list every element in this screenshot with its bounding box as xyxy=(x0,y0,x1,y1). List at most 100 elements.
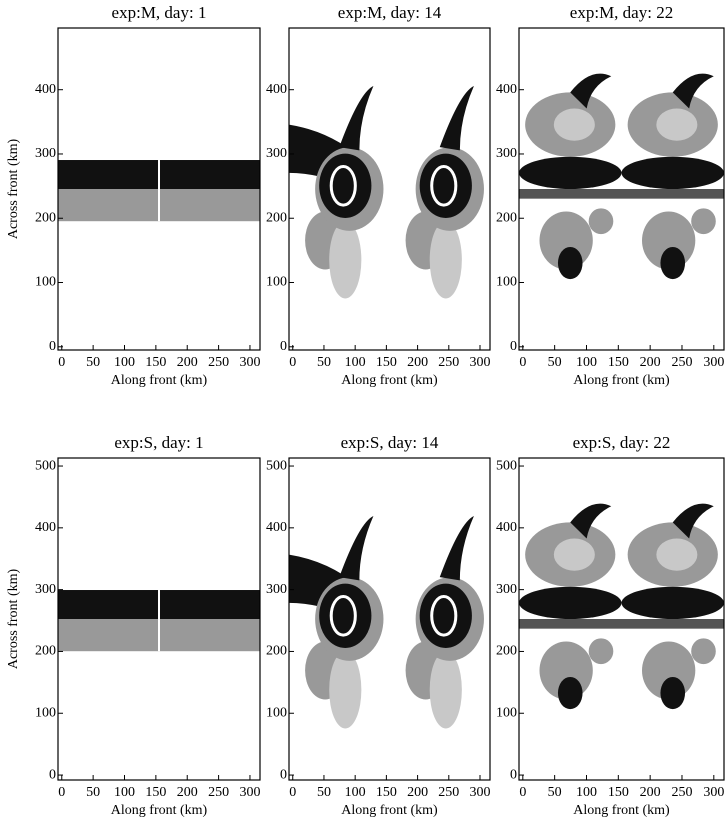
y-tick-label: 300 xyxy=(496,582,517,597)
y-tick-label: 500 xyxy=(266,458,287,473)
y-tick-label: 200 xyxy=(35,644,56,659)
tracer-hook xyxy=(570,503,612,539)
frame xyxy=(288,457,491,781)
x-tick-label: 250 xyxy=(671,785,692,800)
x-axis-label: Along front (km) xyxy=(111,373,208,388)
x-axis-label: Along front (km) xyxy=(341,803,438,818)
x-tick-label: 200 xyxy=(407,355,428,370)
y-tick-label: 0 xyxy=(510,339,517,354)
y-tick-label: 300 xyxy=(266,582,287,597)
x-axis-label: Along front (km) xyxy=(341,373,438,388)
x-tick-label: 0 xyxy=(519,355,526,370)
x-tick-label: 50 xyxy=(86,785,100,800)
x-tick-label: 150 xyxy=(608,355,629,370)
tracer-patch xyxy=(691,208,716,235)
tracer-hook xyxy=(570,73,612,109)
tracer-patch xyxy=(588,638,614,665)
x-tick-label: 300 xyxy=(239,355,260,370)
tracer-patch xyxy=(429,221,462,299)
x-tick-label: 100 xyxy=(114,355,135,370)
tracer-patch xyxy=(519,156,622,189)
x-tick-label: 200 xyxy=(177,785,198,800)
y-tick-label: 200 xyxy=(266,210,287,225)
frame xyxy=(518,27,725,351)
tracer-patch xyxy=(430,594,458,637)
y-tick-label: 0 xyxy=(49,339,56,354)
y-tick-label: 0 xyxy=(510,767,517,782)
tracer-patch xyxy=(621,586,724,620)
x-tick-label: 150 xyxy=(608,785,629,800)
y-tick-label: 400 xyxy=(266,520,287,535)
panel-title: exp:S, day: 14 xyxy=(341,433,439,452)
tracer-patch xyxy=(419,583,472,648)
tracer-field xyxy=(519,503,724,710)
frame xyxy=(57,457,261,781)
tracer-patch xyxy=(660,676,686,710)
tracer-patch xyxy=(430,164,458,207)
x-tick-label: 100 xyxy=(114,785,135,800)
frame xyxy=(288,27,491,351)
tracer-patch xyxy=(553,108,595,141)
panel-title: exp:M, day: 1 xyxy=(112,3,207,22)
x-tick-label: 200 xyxy=(407,785,428,800)
y-tick-label: 100 xyxy=(496,275,517,290)
panel-title: exp:M, day: 14 xyxy=(338,3,442,22)
tracer-patch xyxy=(419,153,472,218)
x-tick-label: 300 xyxy=(703,355,724,370)
x-tick-label: 0 xyxy=(289,355,296,370)
x-tick-label: 300 xyxy=(470,785,491,800)
y-tick-label: 100 xyxy=(35,275,56,290)
y-axis-label: Across front (km) xyxy=(6,139,21,240)
x-tick-label: 150 xyxy=(376,355,397,370)
x-tick-label: 0 xyxy=(58,355,65,370)
y-tick-label: 400 xyxy=(266,82,287,97)
y-tick-label: 300 xyxy=(496,146,517,161)
frame xyxy=(57,27,261,351)
x-tick-label: 100 xyxy=(345,355,366,370)
tracer-hook xyxy=(672,503,714,539)
y-axis-label: Across front (km) xyxy=(6,569,21,670)
x-tick-label: 50 xyxy=(548,355,562,370)
y-tick-label: 200 xyxy=(496,210,517,225)
tracer-hook xyxy=(439,85,474,151)
y-tick-label: 100 xyxy=(266,705,287,720)
y-tick-label: 400 xyxy=(35,520,56,535)
x-tick-label: 250 xyxy=(208,785,229,800)
tracer-field xyxy=(58,590,260,652)
tracer-hook xyxy=(672,73,714,109)
tracer-patch xyxy=(329,164,357,207)
x-tick-label: 200 xyxy=(640,785,661,800)
y-tick-label: 200 xyxy=(35,210,56,225)
tracer-patch xyxy=(557,246,583,280)
panel: exp:S, day: 14 0 50 100 150 200 250 300 0 100 200 3… xyxy=(266,433,491,818)
y-tick-label: 300 xyxy=(35,146,56,161)
y-tick-label: 400 xyxy=(496,82,517,97)
panel-title: exp:S, day: 1 xyxy=(114,433,203,452)
x-tick-label: 50 xyxy=(548,785,562,800)
x-tick-label: 100 xyxy=(345,785,366,800)
y-tick-label: 400 xyxy=(35,82,56,97)
x-tick-label: 0 xyxy=(519,785,526,800)
tracer-patch xyxy=(519,586,622,620)
y-tick-label: 0 xyxy=(49,767,56,782)
panel-title: exp:M, day: 22 xyxy=(570,3,673,22)
y-tick-label: 500 xyxy=(35,458,56,473)
y-tick-label: 300 xyxy=(266,146,287,161)
x-tick-label: 250 xyxy=(671,355,692,370)
x-tick-label: 200 xyxy=(640,355,661,370)
x-tick-label: 250 xyxy=(208,355,229,370)
x-tick-label: 250 xyxy=(438,785,459,800)
tracer-field xyxy=(519,73,724,280)
panel: exp:S, day: 1 0 50 100 150 200 250 300 0 100 200 30… xyxy=(6,433,261,818)
tracer-patch xyxy=(553,538,595,571)
x-axis-label: Along front (km) xyxy=(111,803,208,818)
tracer-patch xyxy=(656,538,698,571)
x-tick-label: 250 xyxy=(438,355,459,370)
tracer-hook xyxy=(439,515,474,581)
y-tick-label: 500 xyxy=(496,458,517,473)
tracer-patch xyxy=(519,619,724,629)
x-tick-label: 150 xyxy=(145,355,166,370)
x-tick-label: 300 xyxy=(470,355,491,370)
y-tick-label: 100 xyxy=(35,705,56,720)
